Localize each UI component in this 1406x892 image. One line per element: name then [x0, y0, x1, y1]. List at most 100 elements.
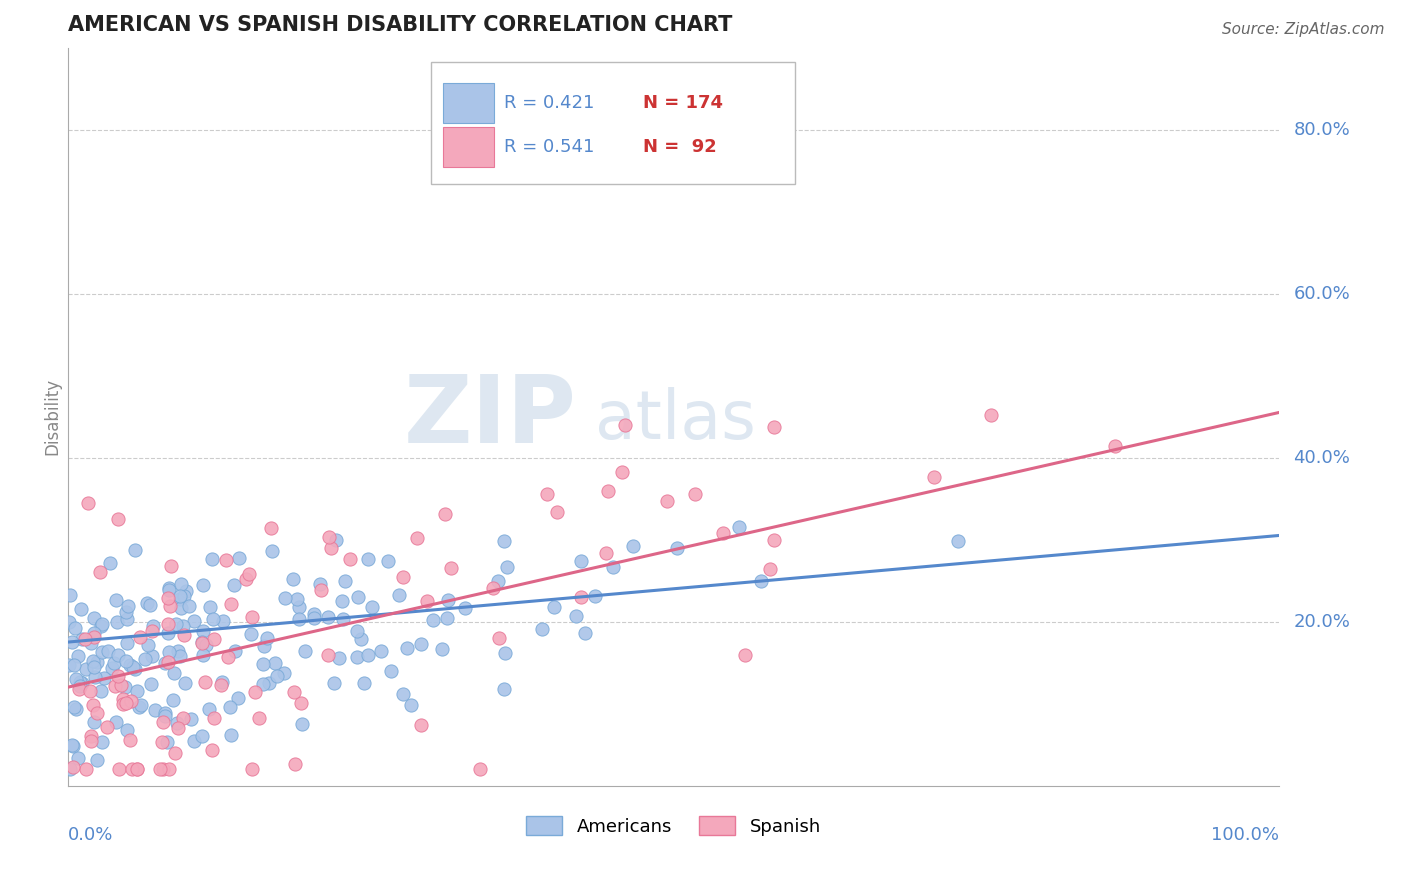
Point: [339, 552, 361, 566]
Point: [83, 630, 105, 644]
Point: [763, 533, 786, 548]
Point: [346, 624, 368, 638]
Point: [70, 602, 93, 616]
Point: [219, 598, 242, 612]
Point: [228, 550, 250, 565]
Point: [141, 624, 163, 638]
Point: [318, 529, 340, 543]
Point: [142, 619, 165, 633]
Point: [287, 592, 309, 607]
Point: [83, 671, 105, 685]
Point: [157, 656, 180, 670]
Point: [273, 665, 295, 680]
Point: [156, 734, 179, 748]
Point: [104, 715, 127, 730]
Point: [77, 496, 100, 510]
Text: atlas: atlas: [595, 387, 755, 453]
Point: [288, 599, 311, 614]
Point: [107, 762, 129, 776]
Point: [150, 735, 173, 749]
Point: [946, 533, 969, 548]
Point: [112, 692, 135, 706]
Point: [65, 702, 87, 716]
Point: [322, 676, 344, 690]
Point: [263, 656, 285, 670]
Point: [602, 560, 624, 574]
Point: [115, 605, 138, 619]
Point: [157, 645, 180, 659]
Point: [565, 609, 588, 624]
Point: [436, 610, 458, 624]
Point: [734, 648, 756, 662]
Point: [614, 417, 637, 432]
Point: [422, 613, 444, 627]
Point: [259, 521, 281, 535]
Point: [536, 487, 558, 501]
Point: [63, 621, 86, 635]
Point: [172, 619, 194, 633]
Point: [294, 644, 316, 658]
Point: [201, 742, 224, 756]
Point: [86, 655, 108, 669]
Point: [89, 565, 111, 579]
Point: [180, 712, 202, 726]
Point: [166, 644, 188, 658]
Point: [129, 698, 152, 712]
Text: 20.0%: 20.0%: [1294, 613, 1350, 631]
Point: [86, 753, 108, 767]
Point: [284, 756, 307, 771]
Point: [70, 632, 93, 646]
Point: [162, 693, 184, 707]
Point: [112, 697, 135, 711]
Y-axis label: Disability: Disability: [44, 378, 60, 455]
Point: [433, 507, 456, 521]
Point: [177, 599, 200, 613]
Point: [569, 590, 592, 604]
Point: [115, 636, 138, 650]
Point: [217, 650, 239, 665]
Point: [252, 657, 274, 671]
Point: [252, 639, 274, 653]
Point: [117, 599, 139, 614]
Point: [543, 599, 565, 614]
Point: [391, 687, 413, 701]
Point: [191, 636, 214, 650]
Point: [198, 600, 221, 615]
Point: [332, 612, 354, 626]
Point: [665, 541, 688, 556]
Point: [226, 691, 249, 706]
Point: [212, 614, 235, 628]
Point: [159, 599, 181, 614]
Point: [488, 631, 510, 645]
Point: [399, 698, 422, 713]
Point: [437, 593, 460, 607]
Point: [65, 672, 87, 686]
Point: [104, 592, 127, 607]
Point: [170, 600, 193, 615]
Text: AMERICAN VS SPANISH DISABILITY CORRELATION CHART: AMERICAN VS SPANISH DISABILITY CORRELATI…: [67, 15, 733, 35]
Legend: Americans, Spanish: Americans, Spanish: [519, 809, 828, 843]
Point: [290, 717, 312, 731]
Point: [316, 610, 339, 624]
Point: [595, 546, 617, 560]
Text: N = 174: N = 174: [643, 94, 723, 112]
Point: [219, 700, 242, 714]
Point: [118, 658, 141, 673]
Point: [290, 696, 312, 710]
Point: [173, 590, 195, 604]
Text: Source: ZipAtlas.com: Source: ZipAtlas.com: [1222, 22, 1385, 37]
Point: [759, 561, 782, 575]
Point: [243, 685, 266, 699]
Point: [621, 539, 644, 553]
Point: [107, 512, 129, 526]
Point: [134, 652, 156, 666]
Point: [136, 638, 159, 652]
Point: [110, 678, 132, 692]
FancyBboxPatch shape: [443, 83, 495, 123]
Point: [569, 554, 592, 568]
Point: [191, 635, 214, 649]
Point: [411, 637, 433, 651]
Point: [191, 729, 214, 743]
Point: [453, 601, 475, 615]
Point: [432, 641, 454, 656]
